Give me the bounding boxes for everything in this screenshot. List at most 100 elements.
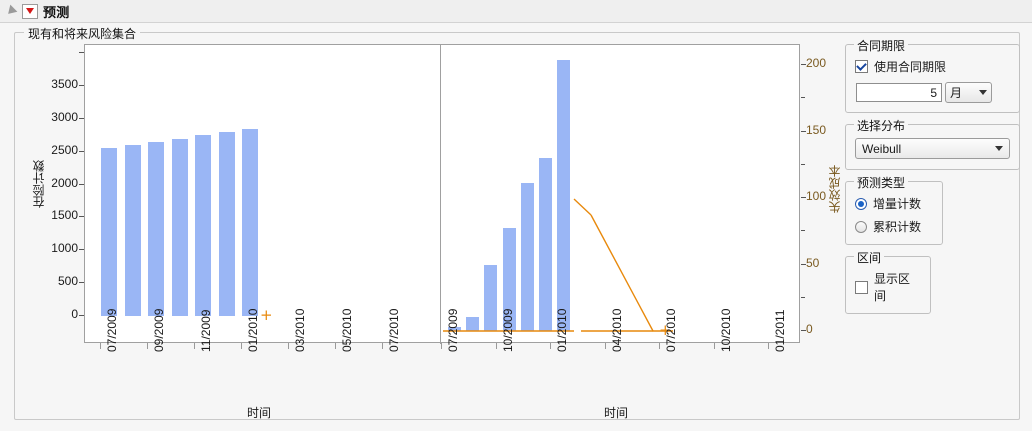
radio-incremental[interactable] bbox=[855, 197, 867, 210]
right-subplot: + bbox=[441, 45, 800, 344]
x-axis-tick-mark bbox=[768, 343, 769, 349]
x-axis-tick-label: 03/2010 bbox=[293, 308, 307, 352]
y-axis-tick-mark bbox=[79, 183, 84, 185]
y2-axis-tick-mark bbox=[801, 330, 806, 331]
y2-axis-minor-tick-mark bbox=[801, 296, 805, 298]
x-axis-tick-mark bbox=[441, 343, 442, 349]
gray-triangle-icon[interactable] bbox=[4, 4, 18, 18]
bar bbox=[171, 138, 188, 316]
left-subplot: + bbox=[85, 45, 440, 344]
x-axis-tick-label: 07/2009 bbox=[105, 308, 119, 352]
x-axis-tick-mark bbox=[288, 343, 289, 349]
x-axis-tick-mark bbox=[382, 343, 383, 349]
y-axis-tick-mark bbox=[79, 52, 84, 54]
x-axis-tick-mark bbox=[147, 343, 148, 349]
y2-axis-tick-label: 0 bbox=[806, 322, 813, 336]
x-axis-tick-mark bbox=[241, 343, 242, 349]
y-axis-tick-label: 2000 bbox=[51, 175, 78, 190]
y-axis-tick-mark bbox=[79, 117, 84, 119]
x-axis-tick-label: 05/2010 bbox=[340, 308, 354, 352]
distribution-legend: 选择分布 bbox=[854, 117, 909, 134]
distribution-group: 选择分布 Weibull bbox=[845, 117, 1020, 170]
forecast-type-option-incremental[interactable]: 增量计数 bbox=[855, 195, 933, 212]
show-interval-row[interactable]: 显示区间 bbox=[855, 270, 921, 304]
y-axis-tick-label: 3000 bbox=[51, 109, 78, 124]
y-axis-tick-mark bbox=[79, 315, 84, 316]
x-axis-tick-mark bbox=[713, 343, 715, 349]
forecast-type-label-incremental: 增量计数 bbox=[873, 197, 922, 211]
group-legend: 现有和将来风险集合 bbox=[24, 25, 141, 42]
bar bbox=[557, 60, 571, 331]
forecast-type-legend: 预测类型 bbox=[854, 174, 909, 191]
page-title: 预测 bbox=[43, 4, 70, 20]
bar bbox=[520, 182, 534, 331]
x-axis-tick-mark bbox=[335, 343, 336, 349]
red-triangle-icon[interactable] bbox=[22, 3, 38, 19]
chevron-down-icon bbox=[979, 90, 987, 95]
bar bbox=[484, 265, 498, 331]
bar bbox=[124, 145, 141, 316]
interval-group: 区间 显示区间 bbox=[845, 249, 931, 314]
y-axis-tick-label: 0 bbox=[71, 307, 78, 321]
x-axis-tick-label: 10/2010 bbox=[718, 308, 733, 352]
y2-axis-minor-tick-mark bbox=[801, 230, 805, 232]
y-axis-tick-label: 1500 bbox=[51, 208, 78, 223]
window-titlebar: 预测 bbox=[0, 0, 1032, 23]
x-axis-tick-label: 01/2010 bbox=[246, 308, 260, 352]
y2-axis-tick-mark bbox=[801, 263, 806, 265]
contract-term-unit-value: 月 bbox=[950, 86, 963, 100]
contract-term-unit-select[interactable]: 月 bbox=[945, 82, 992, 103]
bar bbox=[218, 132, 235, 316]
use-contract-term-checkbox[interactable] bbox=[855, 60, 868, 73]
x-axis-tick-mark bbox=[495, 343, 497, 349]
interval-legend: 区间 bbox=[854, 249, 885, 266]
show-interval-checkbox[interactable] bbox=[855, 280, 868, 294]
radio-cumulative[interactable] bbox=[855, 220, 867, 233]
bar bbox=[242, 128, 258, 316]
x-axis-tick-mark bbox=[194, 343, 195, 349]
distribution-select[interactable]: Weibull bbox=[855, 138, 1010, 159]
y-axis-tick-mark bbox=[79, 150, 84, 152]
y-axis-tick-mark bbox=[79, 282, 84, 284]
x-axis-tick-mark bbox=[659, 343, 660, 349]
show-interval-label: 显示区间 bbox=[874, 272, 911, 303]
left-x-axis-title: 时间 bbox=[247, 406, 272, 420]
control-panel: 合同期限 使用合同期限 5 月 选择分布 Wei bbox=[845, 37, 1020, 325]
y2-axis-tick-mark bbox=[801, 197, 806, 198]
x-axis-tick-label: 07/2010 bbox=[387, 308, 401, 352]
contract-term-input[interactable]: 5 bbox=[856, 83, 942, 102]
bar bbox=[148, 141, 164, 316]
y2-axis-tick-label: 150 bbox=[806, 122, 827, 137]
use-contract-term-row[interactable]: 使用合同期限 bbox=[855, 58, 1010, 75]
x-axis-tick-label: 07/2010 bbox=[664, 308, 678, 352]
plot-divider bbox=[440, 45, 441, 344]
bar bbox=[448, 326, 461, 331]
plus-marker-icon: + bbox=[260, 306, 273, 324]
y-axis-tick-mark bbox=[79, 85, 84, 86]
contract-term-legend: 合同期限 bbox=[854, 37, 909, 54]
x-axis-tick-mark bbox=[100, 343, 101, 349]
x-axis-tick-label: 09/2009 bbox=[152, 308, 166, 352]
y-axis-tick-mark bbox=[79, 216, 84, 218]
forecast-type-group: 预测类型 增量计数 累积计数 bbox=[845, 174, 943, 245]
y2-axis-tick-label: 200 bbox=[806, 56, 827, 70]
y-axis-tick-label: 1000 bbox=[51, 241, 78, 256]
y2-axis-tick-mark bbox=[801, 130, 806, 132]
bar bbox=[466, 316, 480, 331]
forecast-groupbox bbox=[14, 32, 1020, 420]
right-y-axis-title: 失效成本 bbox=[828, 165, 842, 213]
bar bbox=[101, 148, 117, 316]
y2-axis-minor-tick-mark bbox=[801, 97, 805, 99]
contract-term-value-row: 5 月 bbox=[856, 82, 1010, 103]
y2-axis-tick-label: 50 bbox=[806, 255, 820, 270]
distribution-selected-value: Weibull bbox=[862, 141, 902, 156]
use-contract-term-label: 使用合同期限 bbox=[874, 60, 947, 74]
x-axis-tick-mark bbox=[550, 343, 551, 349]
y-axis-tick-mark bbox=[79, 249, 84, 251]
forecast-type-option-cumulative[interactable]: 累积计数 bbox=[855, 218, 933, 235]
y2-axis-tick-mark bbox=[801, 64, 806, 65]
bar bbox=[195, 135, 211, 316]
failure-cost-line bbox=[443, 198, 673, 332]
x-axis-tick-label: 11/2009 bbox=[199, 309, 213, 353]
